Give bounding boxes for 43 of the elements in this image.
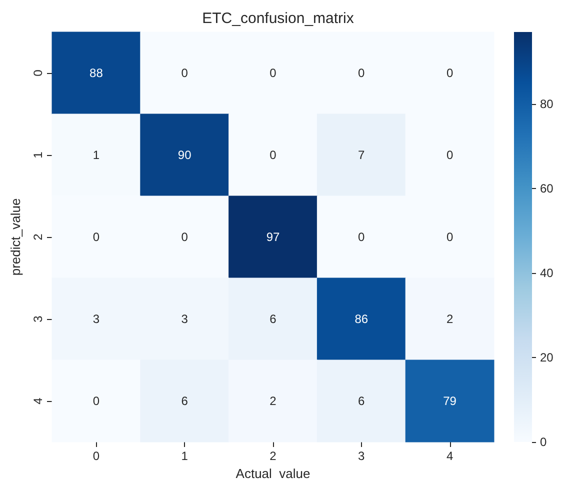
y-tick-label: 0 <box>31 69 45 76</box>
data-label: 2 <box>270 394 277 408</box>
data-label: 3 <box>92 312 100 326</box>
y-tick-label: 2 <box>31 233 45 240</box>
x-axis-title: Actual value <box>236 466 310 481</box>
data-label: 2 <box>446 312 454 326</box>
data-label: 0 <box>181 66 188 80</box>
data-label: 0 <box>446 230 454 244</box>
data-label: 0 <box>446 148 454 162</box>
y-tick-label: 3 <box>31 315 45 322</box>
data-label: 0 <box>358 230 366 244</box>
x-tick-label: 1 <box>181 449 188 463</box>
data-label: 6 <box>358 394 366 408</box>
data-label: 0 <box>270 66 277 80</box>
data-label: 7 <box>358 148 366 162</box>
data-label: 0 <box>358 66 366 80</box>
data-label: 97 <box>266 230 280 244</box>
color-bar-label: 80 <box>540 96 554 111</box>
data-label: 0 <box>181 230 188 244</box>
color-bar-label: 20 <box>540 350 554 364</box>
color-bar-label: 0 <box>540 435 547 449</box>
data-label: 86 <box>354 312 368 326</box>
data-label: 0 <box>92 230 100 244</box>
data-label: 1 <box>92 148 100 162</box>
data-label: 6 <box>181 394 188 408</box>
x-tick-label: 3 <box>358 449 366 463</box>
x-tick-label: 0 <box>92 449 100 463</box>
data-label: 6 <box>270 312 277 326</box>
color-bar-label: 40 <box>540 266 554 280</box>
color-bar-label: 60 <box>540 181 554 196</box>
data-label: 3 <box>181 312 188 326</box>
x-tick-label: 4 <box>446 449 454 463</box>
y-axis-title: predict_value <box>8 198 23 276</box>
y-tick-label: 1 <box>31 151 45 158</box>
data-label: 0 <box>270 148 277 162</box>
data-label: 79 <box>443 394 457 408</box>
data-label: 0 <box>92 394 100 408</box>
data-label: 90 <box>178 148 192 162</box>
y-tick-label: 4 <box>31 397 45 404</box>
x-tick-label: 2 <box>270 449 277 463</box>
chart-title: ETC_confusion_matrix <box>202 10 354 27</box>
data-label: 88 <box>90 66 104 80</box>
data-label: 0 <box>446 66 454 80</box>
